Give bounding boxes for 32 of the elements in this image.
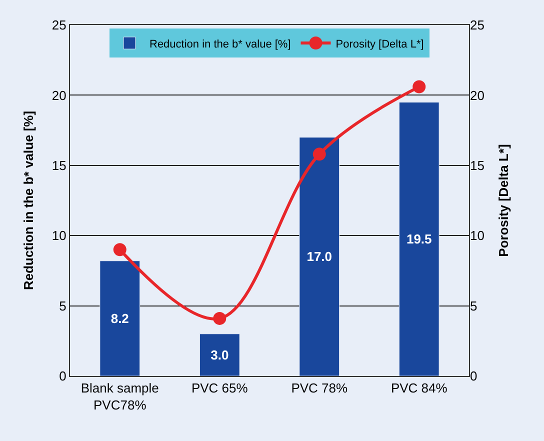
- point: [312, 148, 326, 161]
- data-label: 19.5: [406, 232, 432, 247]
- x-tick-label: PVC 65%: [191, 380, 248, 396]
- bar: [398, 102, 440, 376]
- legend-label: Porosity [Delta L*]: [336, 38, 424, 50]
- data-label: 17.0: [306, 249, 332, 264]
- x-tick-label: Blank sample PVC78%: [80, 380, 159, 412]
- y2-tick-label: 25: [470, 18, 484, 33]
- y2-tick-label: 20: [470, 88, 484, 103]
- y-axis-title: Reduction in the b* value [%]: [20, 110, 36, 290]
- y-tick-label: 10: [52, 228, 66, 244]
- x-tick-label: PVC 84%: [390, 380, 448, 396]
- y-tick-label: 20: [52, 88, 66, 103]
- point: [412, 80, 426, 94]
- bar: [299, 137, 340, 376]
- y2-tick-label: 10: [470, 228, 484, 244]
- x-tick-label: PVC 78%: [291, 380, 348, 396]
- data-label: 8.2: [110, 310, 129, 326]
- y-tick-label: 5: [59, 298, 66, 314]
- bar: [100, 260, 140, 376]
- y2-tick-label: 5: [470, 298, 478, 314]
- legend-label: Reduction in the b* value [%]: [150, 38, 291, 50]
- y2-tick-label: 15: [470, 158, 484, 173]
- data-label: 3.0: [210, 347, 229, 362]
- y2-tick-label: 0: [470, 368, 478, 384]
- y-tick-label: 0: [59, 368, 66, 384]
- y-tick-label: 15: [52, 158, 66, 173]
- y2-axis-title: Porosity [Delta L*]: [496, 144, 512, 257]
- bar: [199, 334, 240, 376]
- y-tick-label: 25: [52, 18, 66, 33]
- point: [113, 243, 126, 256]
- point: [213, 312, 226, 325]
